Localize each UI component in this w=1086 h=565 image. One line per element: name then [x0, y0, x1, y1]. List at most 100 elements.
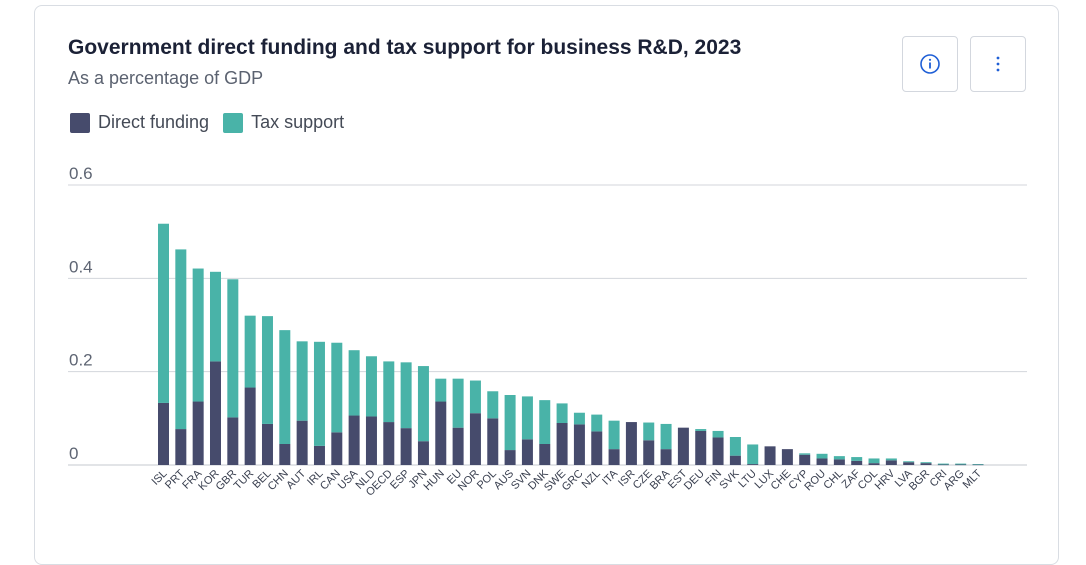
bar-gbr-tax[interactable]	[227, 279, 239, 418]
bar-ltu-tax[interactable]	[747, 444, 759, 465]
bar-svk-tax[interactable]	[729, 437, 741, 456]
legend-item-tax-support[interactable]: Tax support	[223, 112, 344, 133]
bar-fra-tax[interactable]	[192, 268, 204, 402]
bar-cri-tax[interactable]	[937, 463, 949, 465]
bar-esp-direct[interactable]	[400, 428, 412, 465]
bar-hun-tax[interactable]	[435, 378, 447, 402]
bar-nor-direct[interactable]	[469, 413, 481, 465]
bar-pol-direct[interactable]	[487, 418, 499, 465]
bar-chl-tax[interactable]	[833, 456, 845, 460]
chart-card	[34, 5, 1059, 565]
bar-lva-direct[interactable]	[903, 462, 915, 465]
bar-cyp-tax[interactable]	[799, 453, 811, 455]
bar-eu-direct[interactable]	[452, 427, 464, 465]
bar-nzl-tax[interactable]	[591, 414, 603, 432]
info-button[interactable]	[902, 36, 958, 92]
legend-item-direct-funding[interactable]: Direct funding	[70, 112, 209, 133]
bar-aus-tax[interactable]	[504, 395, 516, 451]
bar-oecd-direct[interactable]	[383, 422, 395, 465]
bar-ita-tax[interactable]	[608, 420, 620, 450]
bar-irl-direct[interactable]	[313, 445, 325, 465]
bar-usa-direct[interactable]	[348, 415, 360, 465]
bar-cze-tax[interactable]	[643, 422, 655, 441]
bar-bgr-tax[interactable]	[920, 462, 932, 464]
bar-est-direct[interactable]	[677, 427, 689, 465]
y-tick-label: 0.6	[69, 164, 93, 183]
bar-bel-direct[interactable]	[261, 423, 273, 465]
bar-col-direct[interactable]	[868, 463, 880, 465]
more-options-button[interactable]	[970, 36, 1026, 92]
bar-cze-direct[interactable]	[643, 440, 655, 465]
bar-fra-direct[interactable]	[192, 401, 204, 465]
bar-can-tax[interactable]	[331, 342, 343, 433]
bar-bra-tax[interactable]	[660, 423, 672, 450]
bar-lux-direct[interactable]	[764, 446, 776, 465]
bar-bgr-direct[interactable]	[920, 463, 932, 465]
bar-aut-direct[interactable]	[296, 420, 308, 465]
bar-arg-tax[interactable]	[955, 463, 967, 465]
bar-cri-direct[interactable]	[937, 464, 949, 466]
bar-esp-tax[interactable]	[400, 362, 412, 429]
bar-nld-tax[interactable]	[365, 356, 377, 417]
bar-aut-tax[interactable]	[296, 341, 308, 421]
bar-hrv-direct[interactable]	[885, 460, 897, 465]
bar-lva-tax[interactable]	[903, 461, 915, 463]
y-tick-label: 0	[69, 444, 78, 463]
bar-swe-tax[interactable]	[556, 403, 568, 423]
bar-eu-tax[interactable]	[452, 378, 464, 428]
bar-dnk-direct[interactable]	[539, 444, 551, 465]
bar-deu-tax[interactable]	[695, 429, 707, 431]
bar-grc-direct[interactable]	[573, 424, 585, 465]
x-tick-label: HUN	[422, 468, 447, 493]
bar-gbr-direct[interactable]	[227, 417, 239, 465]
bar-ita-direct[interactable]	[608, 449, 620, 465]
bar-chl-direct[interactable]	[833, 459, 845, 465]
bar-prt-direct[interactable]	[175, 429, 187, 465]
bar-pol-tax[interactable]	[487, 391, 499, 419]
bar-bel-tax[interactable]	[261, 316, 273, 424]
bar-can-direct[interactable]	[331, 432, 343, 465]
bar-mlt-tax[interactable]	[972, 464, 984, 465]
bar-isl-tax[interactable]	[158, 223, 169, 403]
bar-fin-direct[interactable]	[712, 437, 724, 465]
bar-tur-tax[interactable]	[244, 315, 256, 388]
bar-dnk-tax[interactable]	[539, 400, 551, 444]
bar-irl-tax[interactable]	[313, 341, 325, 446]
bar-isl-direct[interactable]	[158, 402, 169, 465]
bar-che-direct[interactable]	[781, 449, 793, 465]
bar-oecd-tax[interactable]	[383, 361, 395, 423]
bar-mlt-direct[interactable]	[972, 464, 984, 466]
bar-rou-direct[interactable]	[816, 458, 828, 465]
bar-zaf-tax[interactable]	[851, 457, 863, 461]
bar-rou-tax[interactable]	[816, 453, 828, 459]
bar-col-tax[interactable]	[868, 458, 880, 464]
bar-fin-tax[interactable]	[712, 430, 724, 438]
bar-prt-tax[interactable]	[175, 249, 187, 430]
bar-nld-direct[interactable]	[365, 416, 377, 465]
bar-svk-direct[interactable]	[729, 455, 741, 465]
bar-kor-tax[interactable]	[209, 271, 221, 362]
bar-nor-tax[interactable]	[469, 380, 481, 414]
bar-chn-direct[interactable]	[279, 444, 291, 465]
bar-jpn-tax[interactable]	[417, 366, 429, 442]
bar-zaf-direct[interactable]	[851, 460, 863, 465]
bar-deu-direct[interactable]	[695, 430, 707, 465]
bar-swe-direct[interactable]	[556, 423, 568, 465]
bar-hrv-tax[interactable]	[885, 458, 897, 461]
bar-ltu-direct[interactable]	[747, 464, 759, 465]
bar-nzl-direct[interactable]	[591, 431, 603, 465]
bar-isr-direct[interactable]	[625, 422, 637, 465]
bar-hun-direct[interactable]	[435, 401, 447, 465]
bar-bra-direct[interactable]	[660, 449, 672, 465]
bar-arg-direct[interactable]	[955, 464, 967, 466]
bar-svn-tax[interactable]	[521, 396, 533, 440]
bar-cyp-direct[interactable]	[799, 454, 811, 465]
bar-tur-direct[interactable]	[244, 387, 256, 465]
bar-kor-direct[interactable]	[209, 361, 221, 465]
bar-usa-tax[interactable]	[348, 350, 360, 416]
bar-grc-tax[interactable]	[573, 412, 585, 425]
bar-aus-direct[interactable]	[504, 450, 516, 465]
bar-jpn-direct[interactable]	[417, 441, 429, 465]
bar-chn-tax[interactable]	[279, 330, 291, 444]
bar-svn-direct[interactable]	[521, 439, 533, 465]
